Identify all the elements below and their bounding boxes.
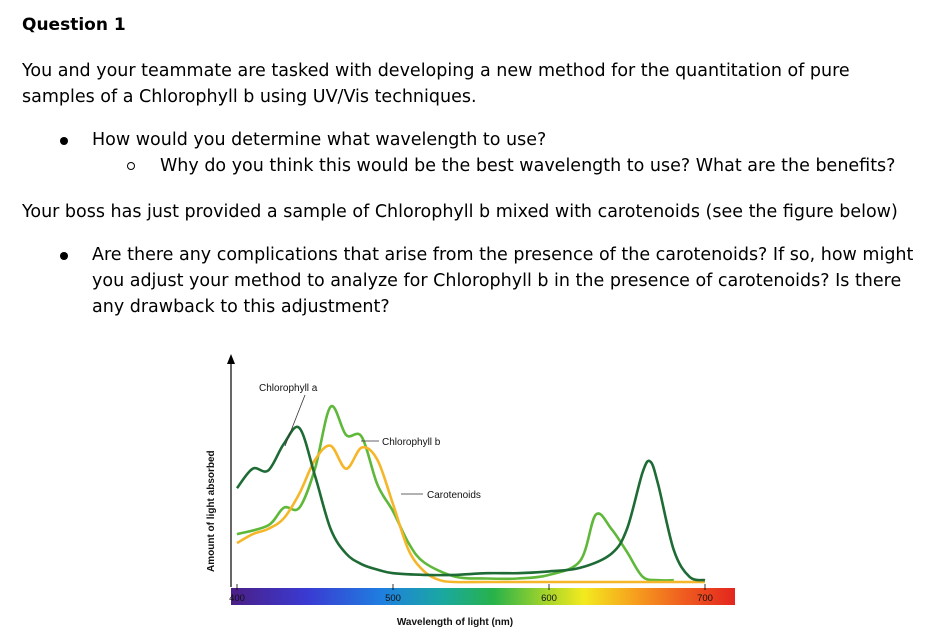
question-heading: Question 1 — [22, 15, 126, 35]
bullet-carotenoid-question: Are there any complications that arise f… — [92, 245, 914, 317]
bullet-dot-2 — [60, 252, 68, 260]
sub-bullet-circle — [127, 162, 135, 170]
spectrum-bar — [231, 588, 735, 605]
bullet-wavelength-question: How would you determine what wavelength … — [92, 130, 547, 150]
x-tick-label-500: 500 — [385, 593, 401, 604]
label-chlorophyll-a: Chlorophyll a — [259, 383, 318, 394]
series-line-chlorophyll-a — [235, 425, 706, 582]
x-tick-label-600: 600 — [541, 593, 557, 604]
absorption-spectrum-chart: 400 500 600 700 Chlorophyll a Chlorophyll b… — [206, 354, 735, 628]
x-tick-label-400: 400 — [229, 593, 245, 604]
x-axis-label: Wavelength of light (nm) — [397, 617, 513, 628]
absorption-spectrum-figure: 400 500 600 700 Chlorophyll a Chlorophyll b… — [195, 350, 755, 635]
sub-bullet-benefits-question: Why do you think this would be the best … — [160, 156, 896, 176]
y-axis-label: Amount of light absorbed — [206, 450, 217, 572]
y-axis-arrow — [227, 354, 235, 364]
intro-paragraph: You and your teammate are tasked with de… — [22, 61, 850, 107]
label-pointer-chlorophyll-a — [284, 394, 306, 447]
boss-paragraph: Your boss has just provided a sample of … — [22, 202, 898, 222]
label-carotenoids: Carotenoids — [427, 490, 481, 501]
label-chlorophyll-b: Chlorophyll b — [382, 437, 441, 448]
series-line-carotenoids — [236, 444, 705, 584]
x-tick-label-700: 700 — [697, 593, 713, 604]
bullet-dot-1 — [60, 137, 68, 145]
series-line-chlorophyll-b — [236, 404, 674, 582]
